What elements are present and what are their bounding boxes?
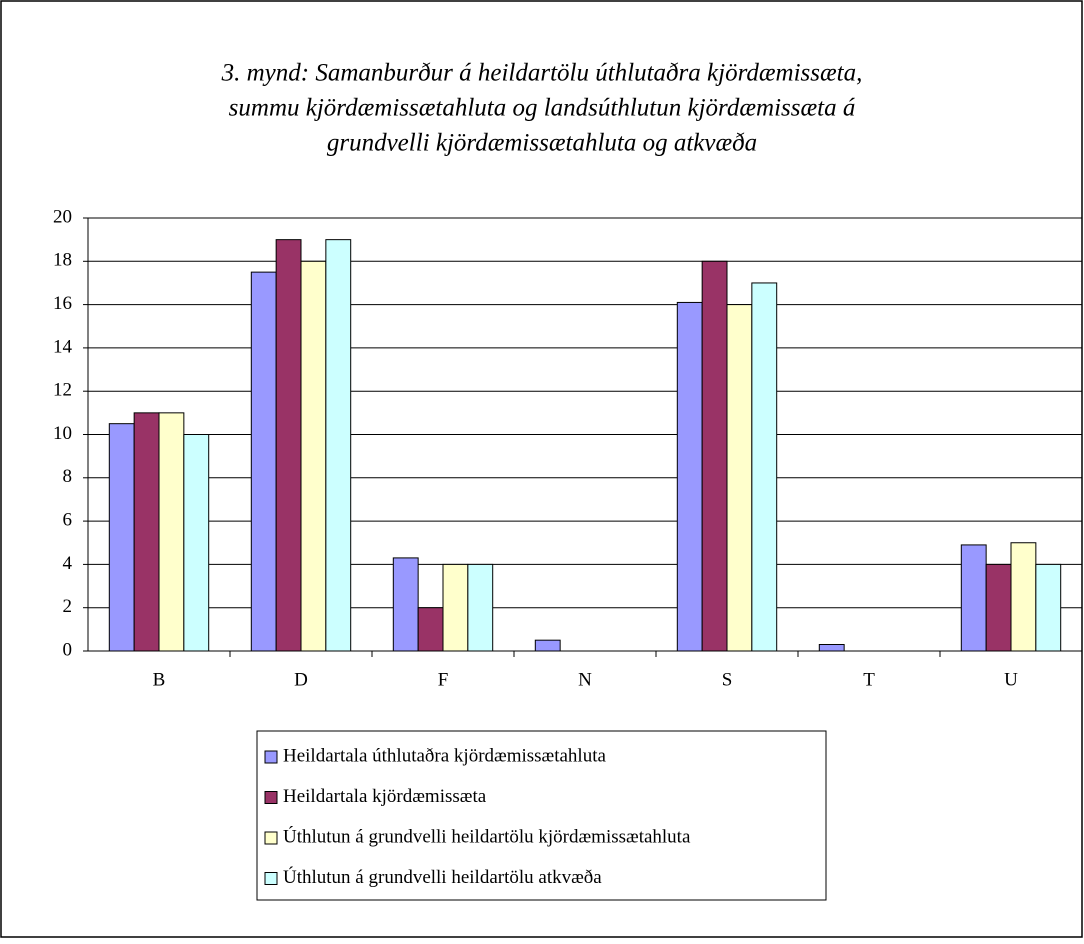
legend-swatch: [264, 791, 278, 804]
y-tick-label: 18: [53, 250, 72, 271]
bar: [818, 644, 845, 652]
x-tick-label: N: [578, 669, 592, 690]
bar: [250, 271, 277, 652]
chart-title: summu kjördæmissætahluta og landsúthlutu…: [229, 95, 856, 122]
legend-label: Úthlutun á grundvelli heildartölu kjördæ…: [283, 825, 691, 847]
legend-label: Heildartala kjördæmissæta: [283, 786, 487, 807]
legend-swatch: [264, 872, 278, 885]
bar: [442, 563, 469, 652]
y-tick-label: 6: [63, 509, 73, 530]
y-tick-label: 0: [63, 639, 73, 660]
bar: [467, 563, 494, 652]
bar: [300, 260, 327, 652]
bar: [158, 412, 185, 652]
bar: [1010, 542, 1037, 652]
y-tick-label: 10: [53, 423, 72, 444]
legend-swatch: [264, 831, 278, 845]
bar: [701, 260, 728, 652]
bar: [392, 557, 419, 652]
legend-swatch: [264, 750, 278, 764]
bar: [325, 239, 352, 652]
x-tick-label: D: [294, 669, 308, 690]
bar: [751, 282, 778, 652]
bar: [417, 607, 444, 652]
bar: [676, 301, 703, 652]
legend-box: [256, 730, 827, 901]
bar: [726, 304, 753, 652]
legend-label: Úthlutun á grundvelli heildartölu atkvæð…: [283, 866, 602, 888]
bar: [1035, 563, 1062, 652]
bar: [275, 239, 302, 652]
x-tick-label: B: [153, 669, 166, 690]
bar: [108, 423, 135, 652]
y-tick-label: 16: [53, 293, 72, 314]
y-tick-label: 14: [53, 336, 73, 357]
y-tick-label: 20: [53, 206, 72, 227]
bar: [183, 434, 210, 652]
y-tick-label: 8: [63, 466, 73, 487]
bar: [960, 544, 987, 652]
bar: [133, 412, 160, 652]
x-tick-label: S: [722, 669, 733, 690]
chart-title: grundvelli kjördæmissætahluta og atkvæða: [327, 130, 757, 157]
x-tick-label: F: [438, 669, 449, 690]
chart-title: 3. mynd: Samanburður á heildartölu úthlu…: [221, 60, 863, 87]
bar: [534, 639, 561, 652]
bar: [985, 563, 1012, 652]
legend-label: Heildartala úthlutaðra kjördæmissætahlut…: [283, 745, 606, 766]
y-tick-label: 12: [53, 380, 72, 401]
y-tick-label: 4: [63, 553, 73, 574]
y-tick-label: 2: [63, 596, 73, 617]
x-tick-label: T: [863, 669, 875, 690]
x-tick-label: U: [1004, 669, 1018, 690]
